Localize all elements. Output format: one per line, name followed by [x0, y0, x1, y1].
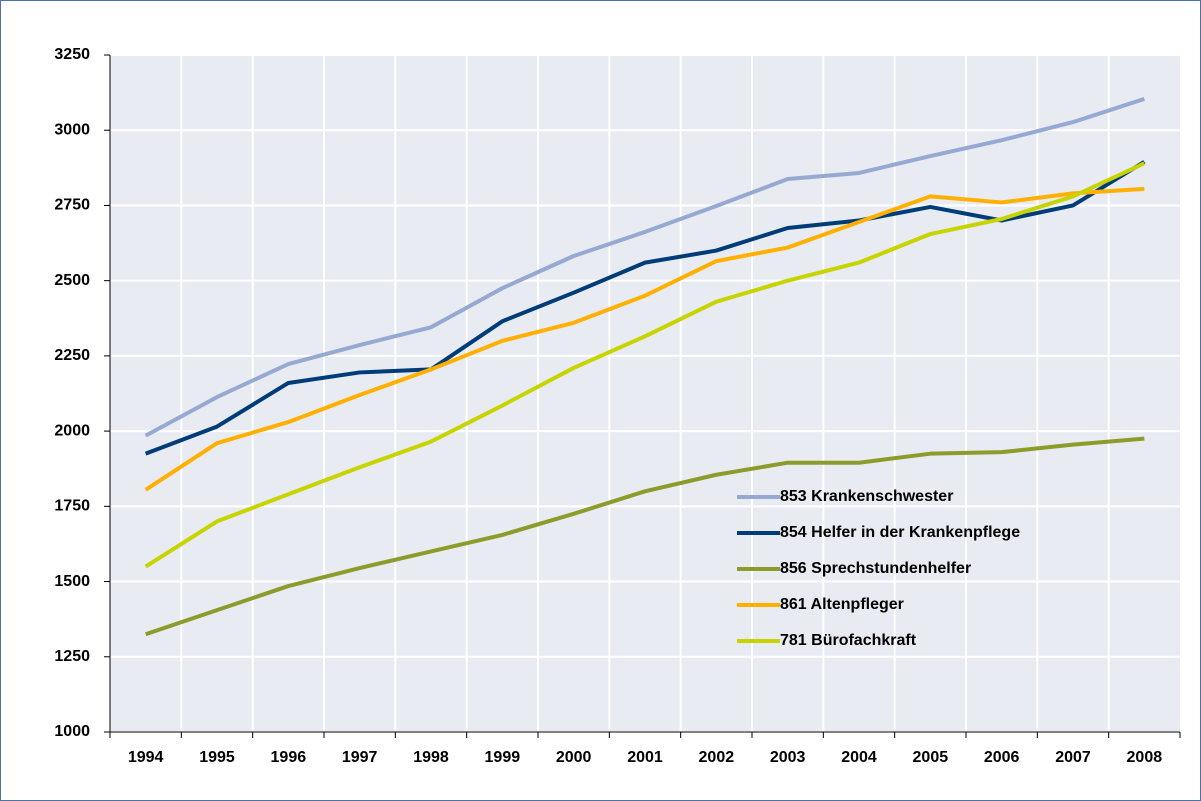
- series-line: [144, 161, 1146, 569]
- y-tick-label: 1250: [54, 648, 90, 665]
- legend-label: 861 Altenpfleger: [780, 596, 904, 613]
- x-tick-label: 1996: [271, 749, 307, 766]
- legend-label: 856 Sprechstundenhelfer: [780, 560, 971, 577]
- y-tick-label: 1500: [54, 573, 90, 590]
- series-line: [145, 436, 1145, 637]
- legend-label: 853 Krankenschwester: [780, 488, 953, 505]
- x-tick-label: 1997: [342, 749, 378, 766]
- y-tick-label: 2250: [54, 347, 90, 364]
- x-tick-label: 1995: [199, 749, 235, 766]
- legend-label: 854 Helfer in der Krankenpflege: [780, 524, 1020, 541]
- x-tick-label: 2007: [1055, 749, 1091, 766]
- x-tick-label: 2006: [984, 749, 1020, 766]
- x-tick-label: 2005: [913, 749, 949, 766]
- y-tick-label: 2750: [54, 197, 90, 214]
- series-line: [144, 160, 1146, 456]
- x-tick-label: 2000: [556, 749, 592, 766]
- y-tick-label: 3000: [54, 121, 90, 138]
- series-line: [144, 186, 1145, 492]
- y-tick-label: 1000: [54, 723, 90, 740]
- x-tick-label: 2003: [770, 749, 806, 766]
- legend-label: 781 Bürofachkraft: [780, 632, 917, 649]
- y-tick-label: 2500: [54, 272, 90, 289]
- x-tick-label: 2008: [1127, 749, 1163, 766]
- x-tick-label: 2001: [627, 749, 663, 766]
- y-tick-label: 1750: [54, 498, 90, 515]
- series-line: [144, 97, 1145, 438]
- y-tick-label: 2000: [54, 422, 90, 439]
- x-tick-label: 2002: [699, 749, 735, 766]
- plot-area: [110, 55, 1180, 732]
- x-tick-label: 1998: [413, 749, 449, 766]
- x-tick-label: 1999: [485, 749, 521, 766]
- y-tick-label: 3250: [54, 46, 90, 63]
- x-tick-label: 2004: [841, 749, 877, 766]
- x-tick-label: 1994: [128, 749, 164, 766]
